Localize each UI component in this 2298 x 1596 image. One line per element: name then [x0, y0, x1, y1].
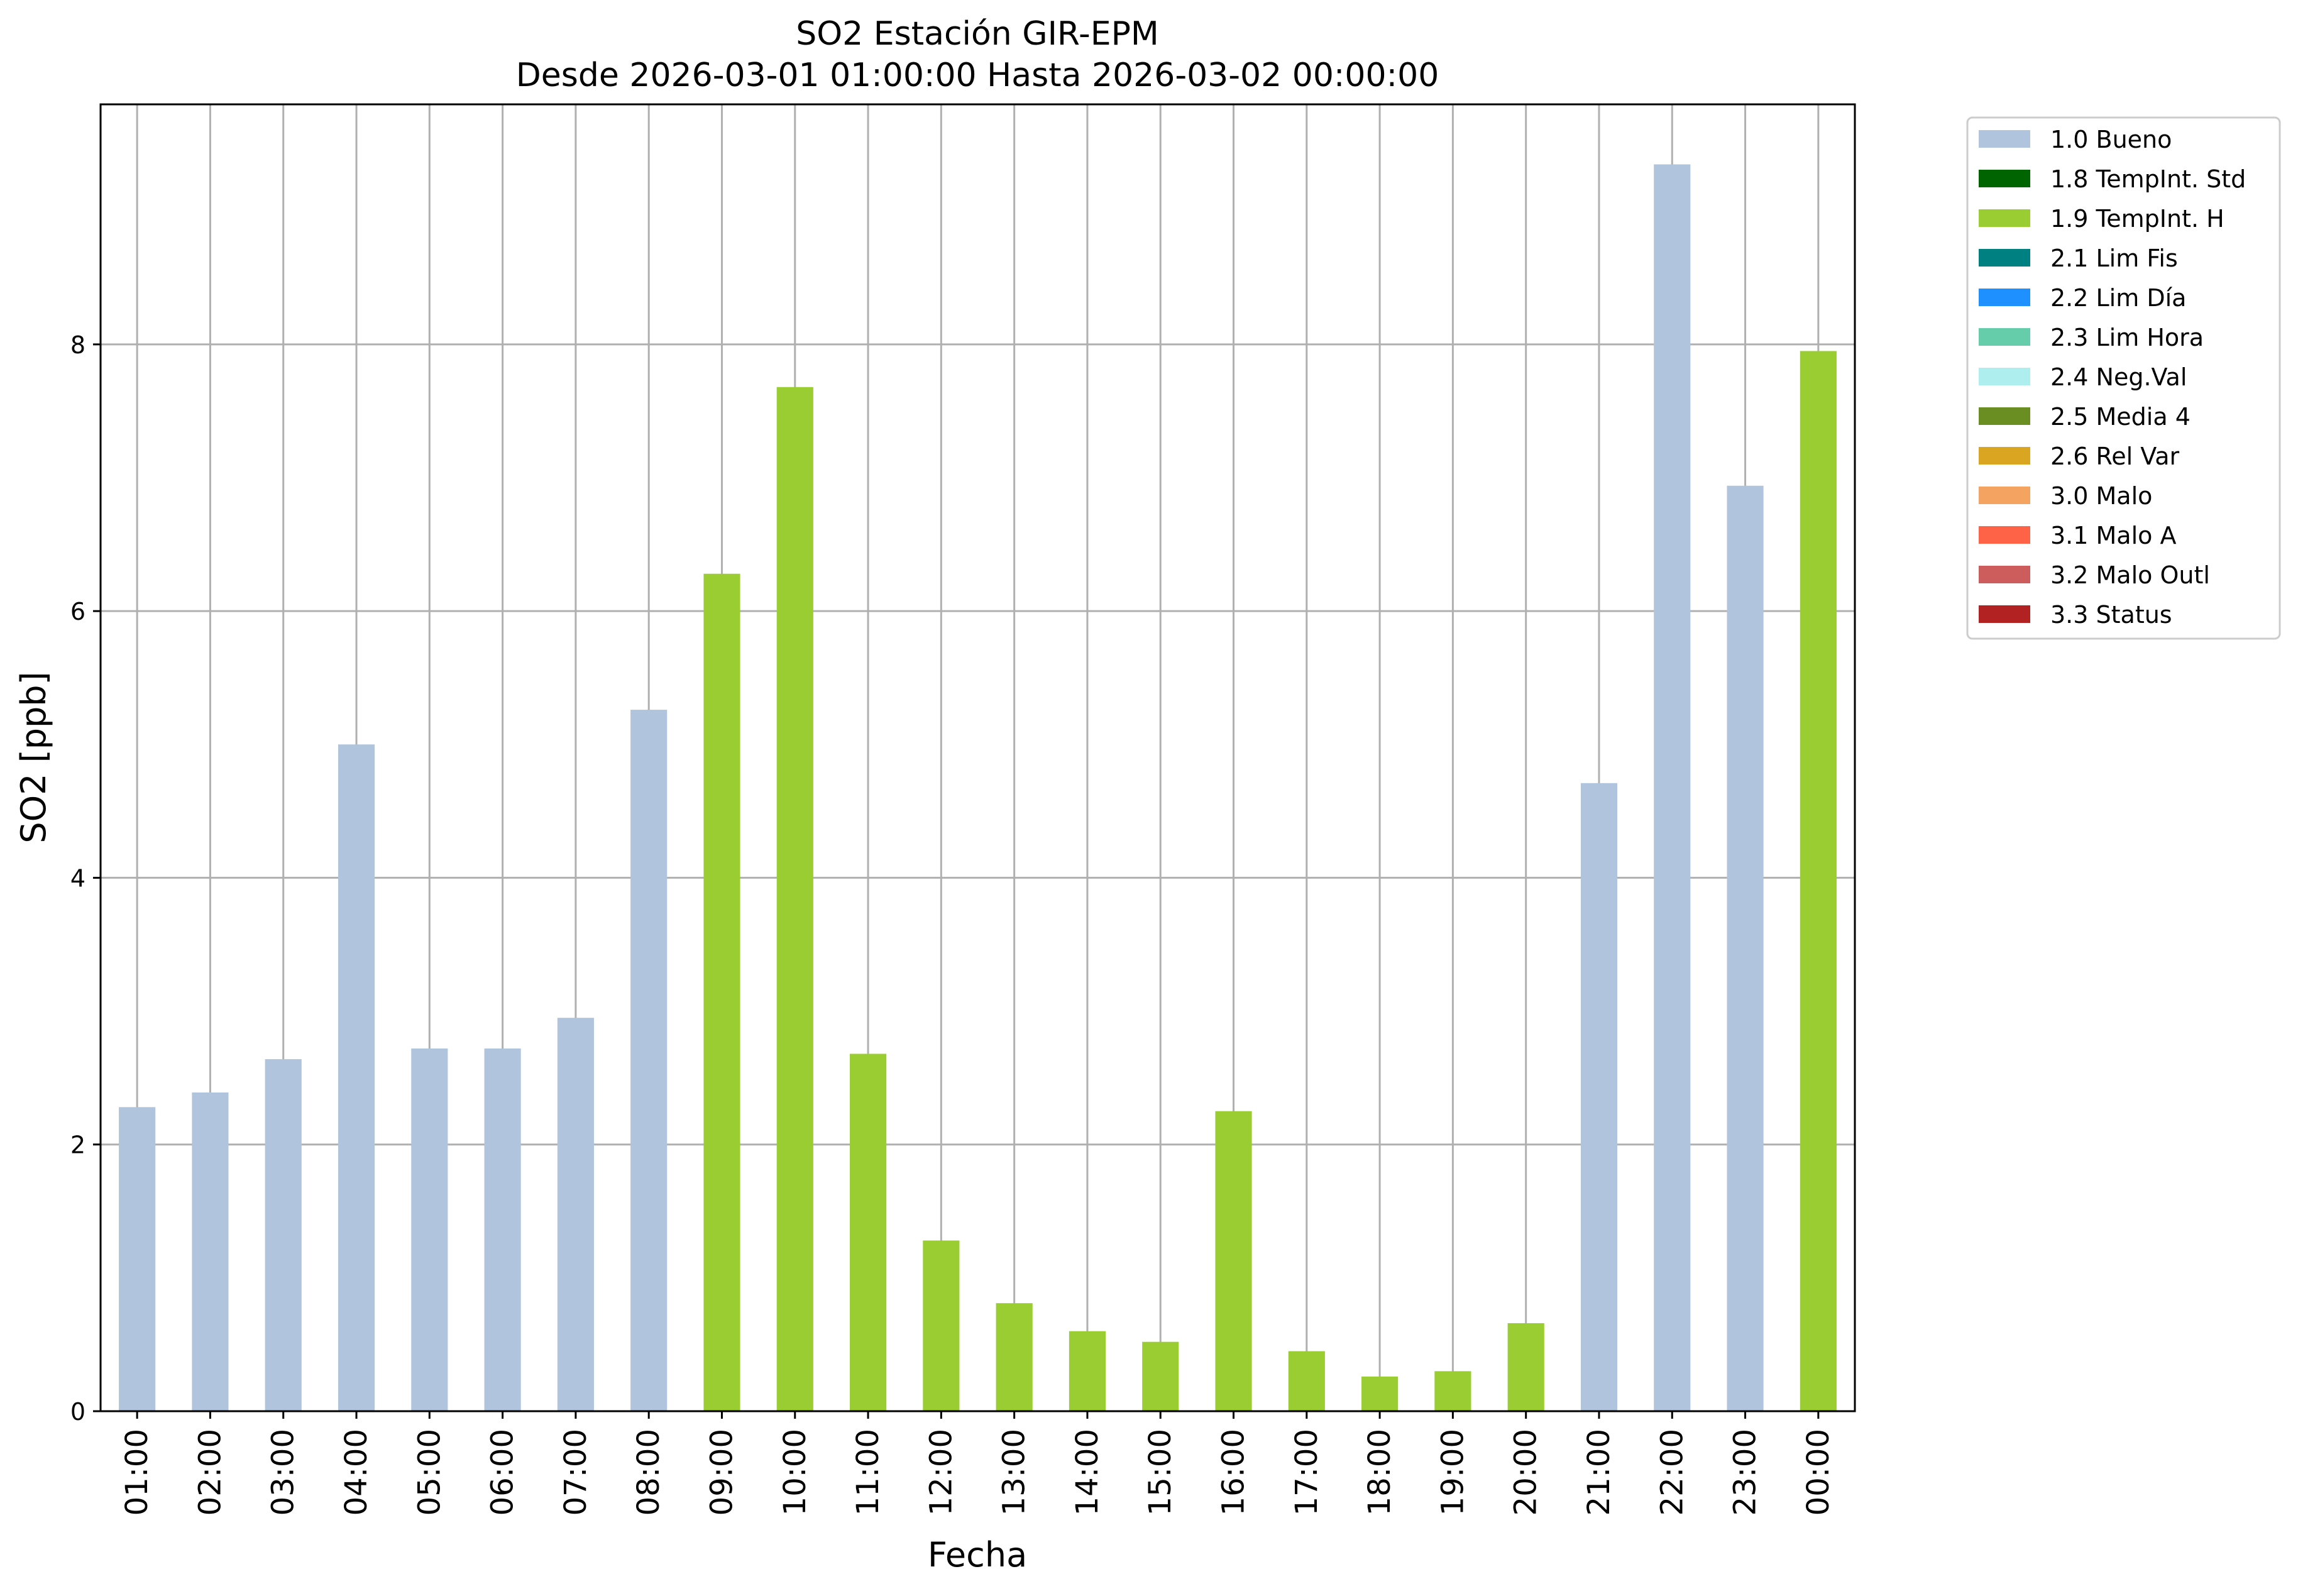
x-tick-label: 17:00 — [1289, 1429, 1324, 1516]
x-tick-label: 23:00 — [1728, 1429, 1763, 1516]
x-tick-label: 15:00 — [1143, 1429, 1178, 1516]
bar-0000 — [1800, 351, 1837, 1411]
legend-swatch — [1979, 526, 2030, 544]
legend-label: 3.3 Status — [2050, 601, 2172, 629]
bar-1900 — [1434, 1371, 1471, 1411]
legend-items: 1.0 Bueno 1.8 TempInt. Std 1.9 TempInt. H 2… — [1979, 126, 2246, 629]
y-tick-label: 4 — [70, 864, 85, 892]
legend-label: 2.6 Rel Var — [2050, 443, 2180, 470]
bar-1400 — [1069, 1331, 1106, 1411]
y-tick-label: 6 — [70, 598, 85, 625]
bar-0700 — [557, 1018, 594, 1411]
x-tick-label: 10:00 — [778, 1429, 813, 1516]
legend-label: 1.0 Bueno — [2050, 126, 2172, 153]
bar-0400 — [338, 744, 375, 1411]
x-tick-label: 09:00 — [704, 1429, 739, 1516]
x-tick-label: 01:00 — [119, 1429, 155, 1516]
bar-1100 — [849, 1054, 887, 1411]
x-tick-label: 18:00 — [1362, 1429, 1397, 1516]
bar-2200 — [1654, 164, 1691, 1411]
legend-frame — [1966, 116, 2281, 640]
x-axis-ticks: 01:00 02:00 03:00 04:00 05:00 06:00 07:00 08:00… — [119, 1411, 1836, 1516]
x-tick-label: 02:00 — [192, 1429, 228, 1516]
legend-swatch — [1979, 368, 2030, 385]
legend-label: 2.1 Lim Fis — [2050, 245, 2178, 272]
bar-1800 — [1361, 1376, 1399, 1411]
bar-1500 — [1142, 1341, 1179, 1411]
x-axis-label: Fecha — [928, 1535, 1027, 1575]
bar-1000 — [776, 387, 813, 1411]
legend-label: 3.2 Malo Outl — [2050, 561, 2210, 589]
x-tick-label: 06:00 — [485, 1429, 520, 1516]
x-tick-label: 16:00 — [1216, 1429, 1251, 1516]
x-tick-label: 03:00 — [266, 1429, 301, 1516]
legend-label: 3.0 Malo — [2050, 482, 2152, 510]
chart-subtitle: Desde 2026-03-01 01:00:00 Hasta 2026-03-… — [516, 57, 1439, 94]
x-tick-label: 21:00 — [1581, 1429, 1617, 1516]
legend-swatch — [1979, 605, 2030, 623]
legend-swatch — [1979, 209, 2030, 227]
legend-swatch — [1979, 407, 2030, 425]
bar-1700 — [1288, 1351, 1325, 1411]
bar-1600 — [1215, 1111, 1252, 1411]
x-tick-label: 08:00 — [631, 1429, 666, 1516]
x-tick-label: 05:00 — [412, 1429, 447, 1516]
x-tick-label: 12:00 — [923, 1429, 959, 1516]
x-tick-label: 11:00 — [850, 1429, 886, 1516]
legend-label: 2.5 Media 4 — [2050, 403, 2191, 431]
x-tick-label: 00:00 — [1801, 1429, 1836, 1516]
legend-swatch — [1979, 249, 2030, 267]
legend-label: 3.1 Malo A — [2050, 522, 2176, 549]
legend-swatch — [1979, 447, 2030, 465]
bar-2100 — [1580, 783, 1618, 1411]
chart-title: SO2 Estación GIR-EPM — [796, 15, 1159, 53]
x-tick-label: 14:00 — [1070, 1429, 1105, 1516]
y-tick-label: 8 — [70, 331, 85, 359]
x-tick-label: 07:00 — [558, 1429, 593, 1516]
legend-swatch — [1979, 328, 2030, 346]
y-tick-label: 0 — [70, 1398, 85, 1426]
legend-label: 2.4 Neg.Val — [2050, 363, 2187, 391]
legend-label: 1.8 TempInt. Std — [2050, 165, 2246, 193]
bar-0100 — [119, 1107, 156, 1411]
legend-swatch — [1979, 566, 2030, 583]
plot-frame — [99, 103, 1856, 1412]
y-axis-label: SO2 [ppb] — [14, 671, 53, 843]
bar-0200 — [192, 1092, 229, 1411]
legend-label: 1.9 TempInt. H — [2050, 205, 2224, 233]
x-tick-label: 13:00 — [997, 1429, 1032, 1516]
legend-swatch — [1979, 289, 2030, 306]
bar-1300 — [996, 1303, 1033, 1411]
bars — [119, 164, 1837, 1412]
bar-0800 — [630, 710, 668, 1411]
x-tick-label: 22:00 — [1654, 1429, 1690, 1516]
x-tick-label: 04:00 — [339, 1429, 374, 1516]
y-axis-ticks: 0 2 4 6 8 — [70, 331, 101, 1426]
legend-swatch — [1979, 130, 2030, 148]
bar-0600 — [484, 1048, 521, 1411]
legend-label: 2.2 Lim Día — [2050, 284, 2186, 312]
bar-0300 — [265, 1059, 302, 1411]
x-tick-label: 19:00 — [1435, 1429, 1470, 1516]
bar-0500 — [411, 1048, 448, 1411]
bar-0900 — [703, 573, 740, 1411]
bar-1200 — [923, 1240, 960, 1411]
bar-2300 — [1727, 485, 1764, 1412]
legend-swatch — [1979, 170, 2030, 187]
legend-swatch — [1979, 487, 2030, 504]
legend: 1.0 Bueno 1.8 TempInt. Std 1.9 TempInt. H 2… — [1966, 116, 2281, 640]
bar-2000 — [1507, 1323, 1544, 1411]
legend-label: 2.3 Lim Hora — [2050, 324, 2204, 351]
y-tick-label: 2 — [70, 1131, 85, 1159]
x-tick-label: 20:00 — [1509, 1429, 1544, 1516]
